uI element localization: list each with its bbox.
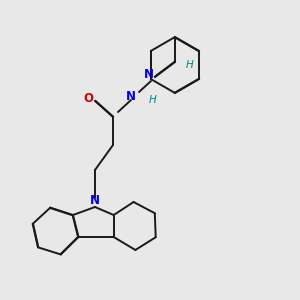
Text: H: H (186, 60, 194, 70)
Text: N: N (126, 89, 136, 103)
Text: O: O (83, 92, 93, 106)
Text: N: N (144, 68, 154, 82)
Text: H: H (149, 95, 157, 105)
Text: N: N (90, 194, 100, 206)
